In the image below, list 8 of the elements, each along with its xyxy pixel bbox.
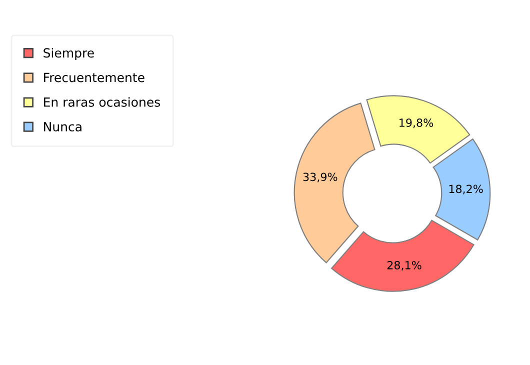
- legend-label: En raras ocasiones: [44, 97, 160, 107]
- data-label: 18,2%: [449, 184, 483, 194]
- data-label: 28,1%: [387, 260, 422, 271]
- legend-label: Nunca: [44, 122, 82, 132]
- legend-label: Frecuentemente: [44, 72, 144, 82]
- data-label: 19,8%: [400, 118, 434, 128]
- legend-label: Siempre: [44, 48, 94, 60]
- data-label: 33,9%: [303, 172, 338, 182]
